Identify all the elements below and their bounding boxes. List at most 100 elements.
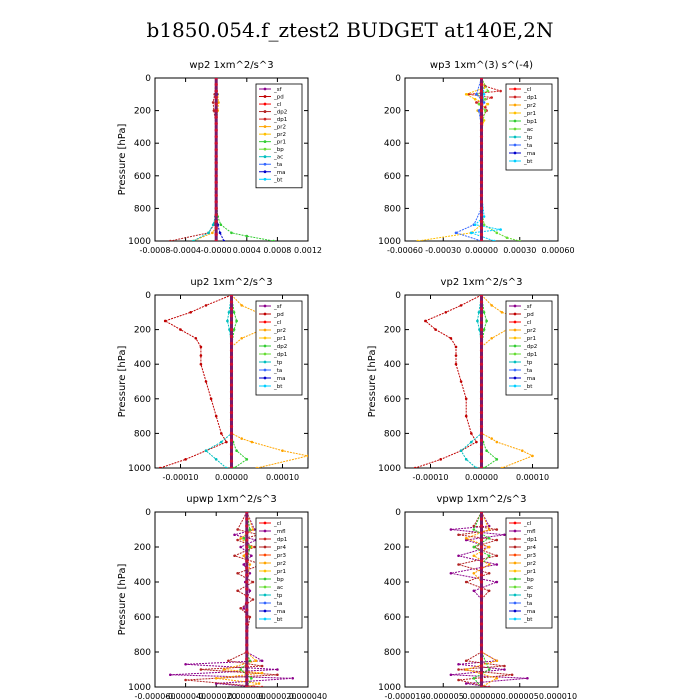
series-point	[457, 563, 460, 566]
x-tick-label: 0.0008	[263, 246, 291, 255]
x-tick-label: -0.000060	[134, 692, 175, 700]
legend-marker	[513, 159, 517, 163]
zero-profile-point	[479, 167, 484, 171]
series-line	[464, 512, 499, 687]
series-point	[250, 440, 254, 444]
series-point	[260, 671, 264, 675]
series-point	[472, 528, 476, 531]
series-point	[464, 536, 468, 540]
legend-label: _pd	[523, 312, 534, 318]
legend-marker	[513, 143, 517, 147]
y-tick-label: 200	[134, 107, 151, 117]
zero-profile-point	[479, 615, 484, 619]
series-point	[503, 664, 506, 668]
series-point	[236, 528, 239, 531]
series-point	[211, 231, 214, 235]
series-point	[204, 449, 208, 453]
zero-profile-point	[479, 524, 484, 528]
zero-profile-point	[479, 417, 484, 422]
series-point	[251, 598, 255, 601]
legend-label: _cl	[523, 320, 532, 326]
chart-panel-1: wp2 1xm^2/s^3 0 200 400 600 800 1000 Pressure […	[117, 60, 322, 255]
legend-label: _bp1	[523, 119, 537, 125]
series-point	[482, 328, 486, 331]
series-point	[487, 563, 491, 566]
series-point	[464, 397, 468, 401]
zero-profile-point	[479, 629, 484, 633]
zero-profile-point	[479, 232, 484, 237]
series-point	[189, 311, 192, 314]
series-point	[495, 440, 499, 444]
legend-label: _pr2	[273, 125, 286, 131]
zero-profile-point	[245, 657, 249, 661]
zero-profile-point	[479, 82, 484, 87]
series-point	[482, 215, 486, 218]
zero-profile-point	[479, 193, 484, 197]
x-tick-label: 0.0004	[233, 246, 261, 255]
legend-marker	[263, 360, 267, 364]
series-point	[526, 676, 529, 680]
series-point	[306, 454, 308, 458]
series-point	[495, 538, 499, 542]
zero-profile-point	[479, 89, 484, 93]
series-point	[248, 589, 252, 593]
y-tick-label: 200	[384, 326, 401, 336]
legend-marker	[263, 601, 267, 605]
legend-label: _cl	[273, 320, 282, 326]
legend-marker	[513, 617, 517, 621]
y-tick-label: 800	[384, 648, 401, 658]
series-point	[255, 466, 259, 468]
series-point	[505, 236, 509, 240]
series-point	[219, 223, 223, 226]
legend-marker	[263, 110, 267, 113]
series-point	[464, 458, 468, 461]
x-tick-label: 0.000020	[258, 692, 296, 700]
series-point	[472, 524, 476, 528]
legend-label: _pr1	[523, 336, 536, 342]
series-point	[475, 466, 478, 468]
x-tick-label: -0.00010	[163, 473, 199, 482]
zero-profile-point	[229, 383, 234, 387]
series-point	[482, 311, 486, 314]
zero-profile-point	[479, 180, 484, 184]
legend-box	[505, 300, 553, 396]
y-tick-label: 400	[384, 578, 401, 588]
zero-profile-point	[479, 307, 484, 311]
y-tick-label: 0	[395, 291, 401, 301]
series-point	[217, 101, 220, 104]
panel-title: wp3 1xm^(3) s^(-4)	[430, 60, 533, 71]
chart-panel-3: up2 1xm^2/s^3 0 200 400 600 800 1000 Pressure […	[117, 277, 309, 482]
y-tick-label: 1000	[128, 237, 151, 247]
zero-profile-point	[245, 601, 249, 605]
series-point	[239, 668, 242, 671]
legend-label: _pr1	[523, 111, 536, 117]
zero-profile-point	[214, 200, 218, 204]
zero-profile-point	[229, 397, 234, 401]
x-tick-label: -0.000010	[384, 692, 425, 700]
series-point	[477, 311, 481, 314]
series-point	[470, 231, 473, 235]
zero-profile-point	[214, 128, 218, 132]
series-point	[251, 528, 255, 531]
zero-profile-point	[479, 328, 484, 332]
zero-profile-point	[214, 174, 218, 178]
series-point	[179, 328, 182, 331]
series-point	[158, 466, 162, 468]
zero-profile-point	[229, 390, 234, 394]
legend: _sf _pd _cl _pr2 _pr1 _dp2 _dp1 _tp _ta _ma _bt	[505, 300, 553, 396]
series-point	[459, 304, 463, 307]
legend-marker	[513, 376, 517, 380]
zero-profile-point	[229, 314, 234, 318]
zero-profile-point	[245, 636, 249, 640]
zero-profile-point	[479, 445, 484, 449]
zero-profile-point	[214, 180, 218, 184]
zero-profile-point	[214, 135, 218, 139]
legend-marker	[513, 585, 517, 589]
legend-label: _sf	[273, 304, 283, 310]
series-point	[495, 563, 499, 566]
zero-profile-point	[479, 122, 484, 126]
zero-profile-point	[479, 594, 484, 598]
y-tick-label: 400	[384, 139, 401, 149]
series-line	[170, 512, 293, 687]
legend-label: _bp	[523, 577, 534, 583]
